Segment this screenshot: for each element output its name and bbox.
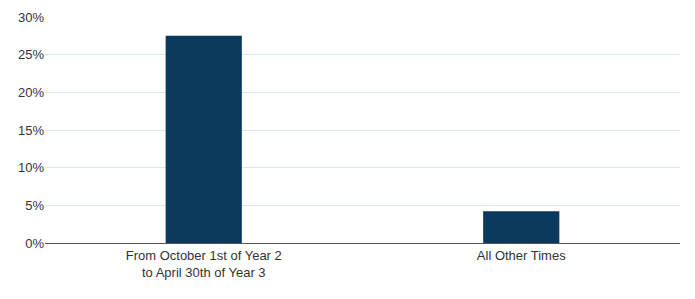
svg-text:0%: 0% [25, 236, 44, 251]
svg-text:All Other Times: All Other Times [477, 248, 566, 263]
svg-text:5%: 5% [25, 198, 44, 213]
svg-text:30%: 30% [18, 10, 44, 25]
svg-text:10%: 10% [18, 160, 44, 175]
svg-text:25%: 25% [18, 47, 44, 62]
svg-text:15%: 15% [18, 123, 44, 138]
svg-text:20%: 20% [18, 85, 44, 100]
svg-text:From October 1st of Year 2to A: From October 1st of Year 2to April 30th … [126, 248, 282, 280]
